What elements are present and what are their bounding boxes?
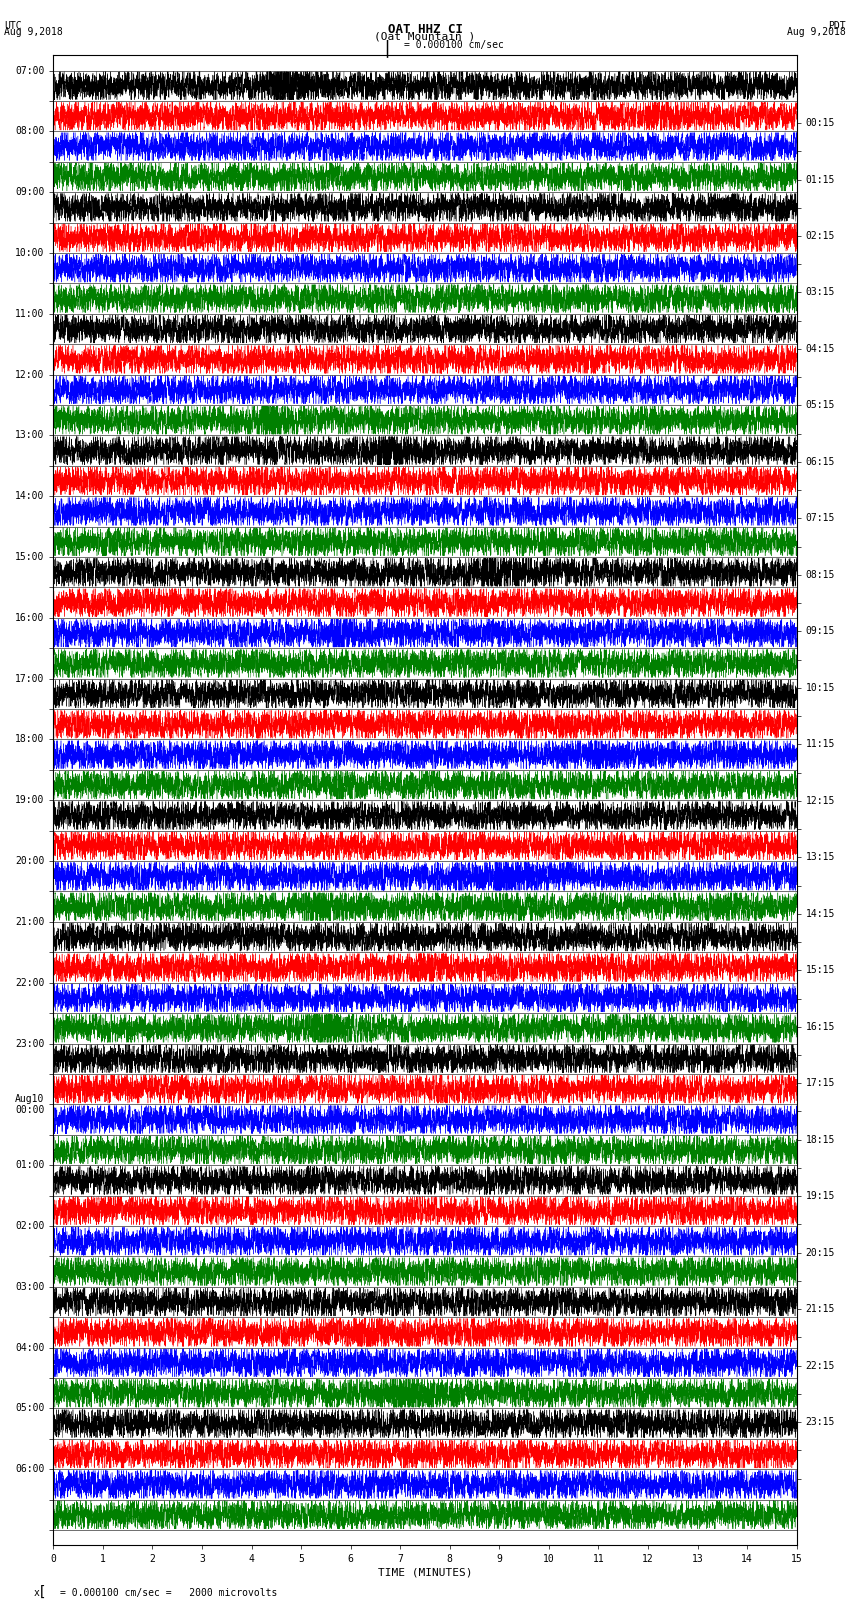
Text: x: x [34,1589,40,1598]
Text: (Oat Mountain ): (Oat Mountain ) [374,31,476,42]
X-axis label: TIME (MINUTES): TIME (MINUTES) [377,1568,473,1578]
Text: PDT: PDT [828,21,846,31]
Text: OAT HHZ CI: OAT HHZ CI [388,24,462,37]
Text: Aug 9,2018: Aug 9,2018 [787,27,846,37]
Text: = 0.000100 cm/sec: = 0.000100 cm/sec [404,39,503,50]
Text: = 0.000100 cm/sec =   2000 microvolts: = 0.000100 cm/sec = 2000 microvolts [60,1589,277,1598]
Text: ⎮: ⎮ [382,39,391,56]
Text: [: [ [38,1584,47,1598]
Text: Aug 9,2018: Aug 9,2018 [4,27,63,37]
Text: UTC: UTC [4,21,22,31]
